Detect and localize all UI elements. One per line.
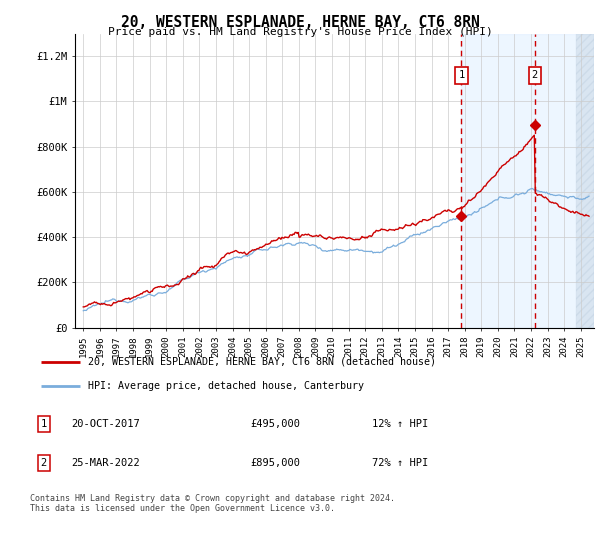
Text: 25-MAR-2022: 25-MAR-2022 [71, 458, 140, 468]
Text: £895,000: £895,000 [251, 458, 301, 468]
Bar [461, 34, 594, 328]
Text: 1: 1 [41, 419, 47, 429]
Text: HPI: Average price, detached house, Canterbury: HPI: Average price, detached house, Cant… [88, 381, 364, 391]
Text: 2: 2 [532, 71, 538, 81]
Text: 12% ↑ HPI: 12% ↑ HPI [372, 419, 428, 429]
Text: 20-OCT-2017: 20-OCT-2017 [71, 419, 140, 429]
Text: Price paid vs. HM Land Registry's House Price Index (HPI): Price paid vs. HM Land Registry's House … [107, 27, 493, 37]
Text: £495,000: £495,000 [251, 419, 301, 429]
Text: 1: 1 [458, 71, 464, 81]
Text: 20, WESTERN ESPLANADE, HERNE BAY, CT6 8RN: 20, WESTERN ESPLANADE, HERNE BAY, CT6 8R… [121, 15, 479, 30]
Text: Contains HM Land Registry data © Crown copyright and database right 2024.
This d: Contains HM Land Registry data © Crown c… [30, 494, 395, 514]
Bar [576, 34, 594, 328]
Text: 2: 2 [41, 458, 47, 468]
Text: 20, WESTERN ESPLANADE, HERNE BAY, CT6 8RN (detached house): 20, WESTERN ESPLANADE, HERNE BAY, CT6 8R… [88, 357, 436, 367]
Text: 72% ↑ HPI: 72% ↑ HPI [372, 458, 428, 468]
